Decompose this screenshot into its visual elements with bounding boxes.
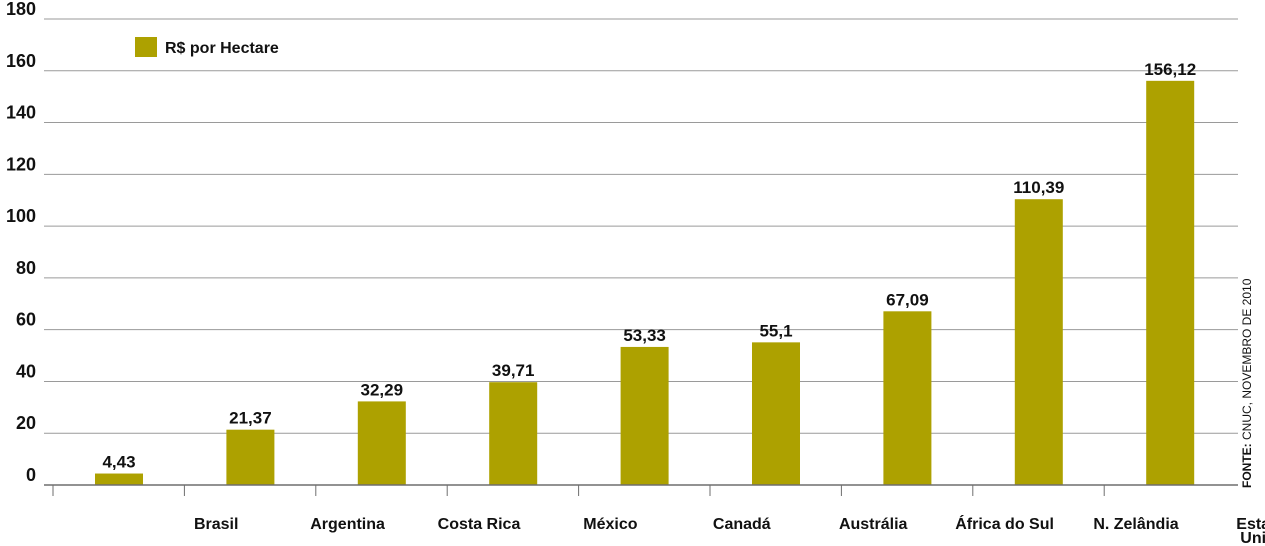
data-label: 156,12 <box>1144 60 1196 79</box>
data-label: 21,37 <box>229 409 272 428</box>
bar <box>357 401 406 485</box>
x-tick-label-line: Austrália <box>839 516 908 533</box>
x-tick-label: Costa Rica <box>438 516 521 533</box>
bar <box>1014 199 1063 485</box>
source-text: CNUC, NOVEMBRO DE 2010 <box>1240 278 1254 443</box>
bar <box>95 473 143 485</box>
y-tick-label: 20 <box>16 413 36 433</box>
data-label: 32,29 <box>361 380 404 399</box>
data-label: 55,1 <box>759 321 792 340</box>
bar <box>752 342 800 485</box>
legend-label: R$ por Hectare <box>165 40 279 57</box>
y-tick-label: 80 <box>16 258 36 278</box>
bar <box>1146 80 1195 486</box>
data-label: 53,33 <box>623 326 666 345</box>
source-note: FONTE: CNUC, NOVEMBRO DE 2010 <box>1240 278 1254 488</box>
y-tick-label: 180 <box>6 0 36 19</box>
y-tick-label: 160 <box>6 51 36 71</box>
x-tick-label-line: África do Sul <box>955 514 1054 533</box>
data-label: 110,39 <box>1013 178 1064 197</box>
data-labels: 4,43 21,37 32,29 39,71 53,33 55,1 67,09 110,39 1… <box>102 60 1196 472</box>
legend-swatch <box>135 37 157 57</box>
x-tick-label-line: Estados <box>1236 516 1265 533</box>
x-tick-label: Brasil <box>194 516 238 533</box>
x-tick-label: EstadosUnidos <box>1236 516 1265 546</box>
x-axis <box>44 484 1238 496</box>
gridlines <box>44 18 1238 434</box>
bars <box>95 80 1195 486</box>
bar <box>226 429 275 485</box>
x-tick-label: Canadá <box>713 516 771 533</box>
y-tick-label: 0 <box>26 465 36 485</box>
x-tick-label: África do Sul <box>955 514 1054 533</box>
x-tick-label-line: Costa Rica <box>438 516 521 533</box>
x-tick-label: N. Zelândia <box>1093 516 1178 533</box>
x-tick-label-line: Canadá <box>713 516 771 533</box>
y-tick-label: 60 <box>16 310 36 330</box>
legend: R$ por Hectare <box>135 37 279 57</box>
x-tick-label: Austrália <box>839 516 908 533</box>
bar <box>883 311 932 485</box>
data-label: 39,71 <box>492 361 535 380</box>
y-tick-label: 100 <box>6 206 36 226</box>
y-axis-tick-labels: 0 20 40 60 80 100 120 140 160 180 <box>6 0 36 485</box>
x-tick-label-line: N. Zelândia <box>1093 516 1178 533</box>
x-tick-label-line: Brasil <box>194 516 238 533</box>
x-tick-label-line: Argentina <box>310 516 385 533</box>
y-tick-label: 120 <box>6 154 36 174</box>
y-tick-label: 40 <box>16 361 36 381</box>
x-axis-tick-labels: Brasil Argentina Costa Rica México Canadá Aus… <box>194 514 1265 546</box>
bar <box>489 382 538 485</box>
y-tick-label: 140 <box>6 103 36 123</box>
x-tick-label: Argentina <box>310 516 385 533</box>
x-tick-label-line: Unidos <box>1240 530 1265 546</box>
data-label: 4,43 <box>102 453 135 472</box>
source-label: FONTE: <box>1240 443 1254 488</box>
bar <box>620 346 669 485</box>
data-label: 67,09 <box>886 290 929 309</box>
x-tick-label: México <box>583 516 637 533</box>
x-tick-label-line: México <box>583 516 637 533</box>
